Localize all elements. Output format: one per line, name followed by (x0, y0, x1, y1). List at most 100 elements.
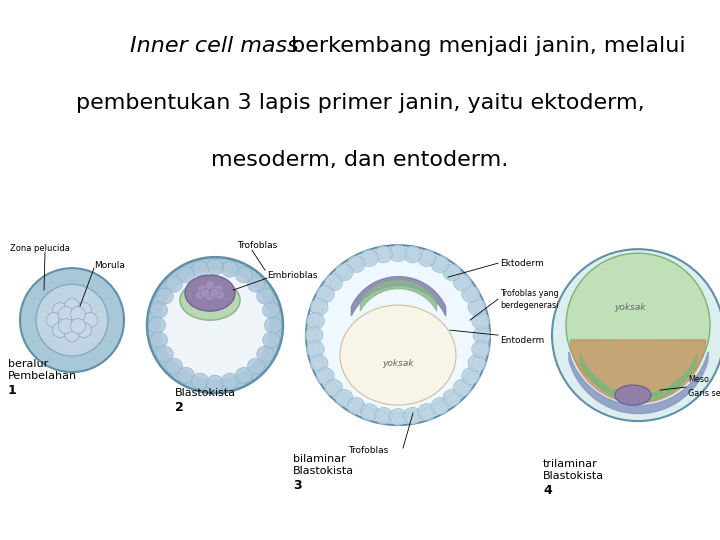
Ellipse shape (71, 313, 86, 328)
Ellipse shape (310, 299, 328, 315)
Ellipse shape (58, 313, 73, 328)
Ellipse shape (552, 249, 720, 421)
Ellipse shape (166, 358, 182, 374)
Ellipse shape (306, 245, 490, 425)
Ellipse shape (318, 257, 478, 413)
Ellipse shape (454, 274, 472, 291)
Ellipse shape (53, 322, 68, 338)
Ellipse shape (264, 317, 282, 333)
Ellipse shape (615, 385, 651, 405)
Text: berdegenerasi: berdegenerasi (500, 301, 559, 309)
Ellipse shape (257, 288, 274, 304)
Text: mesoderm, dan entoderm.: mesoderm, dan entoderm. (212, 150, 508, 170)
Ellipse shape (340, 305, 456, 405)
Ellipse shape (47, 313, 61, 328)
Text: Morula: Morula (94, 261, 125, 269)
Ellipse shape (53, 302, 68, 318)
Ellipse shape (20, 268, 124, 372)
Ellipse shape (473, 327, 491, 343)
Ellipse shape (65, 313, 79, 328)
Ellipse shape (71, 319, 86, 334)
Ellipse shape (462, 368, 480, 384)
Ellipse shape (76, 302, 91, 318)
Ellipse shape (36, 284, 108, 356)
Ellipse shape (404, 246, 422, 263)
Ellipse shape (418, 249, 436, 267)
Ellipse shape (325, 274, 343, 291)
Ellipse shape (472, 312, 490, 329)
Ellipse shape (180, 280, 240, 320)
Ellipse shape (147, 257, 283, 393)
Ellipse shape (205, 281, 215, 289)
Ellipse shape (178, 367, 194, 383)
Ellipse shape (150, 302, 168, 318)
Ellipse shape (65, 327, 79, 342)
Text: Inner cell mass: Inner cell mass (130, 36, 298, 56)
Text: berkembang menjadi janin, melalui: berkembang menjadi janin, melalui (284, 36, 686, 56)
Ellipse shape (306, 312, 324, 329)
Ellipse shape (156, 288, 174, 304)
Text: trilaminar: trilaminar (543, 459, 598, 469)
Text: 4: 4 (543, 483, 552, 496)
Text: 1: 1 (8, 383, 17, 396)
Ellipse shape (213, 285, 223, 294)
Ellipse shape (210, 289, 220, 298)
Ellipse shape (185, 275, 235, 311)
Ellipse shape (263, 332, 279, 348)
Ellipse shape (222, 261, 238, 277)
Ellipse shape (335, 264, 353, 281)
Ellipse shape (197, 285, 207, 294)
Text: yoksak: yoksak (382, 359, 414, 368)
Ellipse shape (404, 407, 422, 424)
Ellipse shape (150, 332, 168, 348)
Text: Pembelahan: Pembelahan (8, 371, 77, 381)
Text: 3: 3 (293, 478, 302, 491)
Ellipse shape (468, 355, 486, 372)
Text: Embrioblas: Embrioblas (267, 271, 318, 280)
Ellipse shape (178, 267, 194, 283)
Ellipse shape (472, 341, 490, 358)
Ellipse shape (263, 302, 279, 318)
Ellipse shape (156, 346, 174, 362)
Text: Trofoblas: Trofoblas (237, 241, 277, 249)
Text: Trofoblas: Trofoblas (348, 446, 388, 455)
Polygon shape (570, 340, 706, 403)
Ellipse shape (443, 389, 461, 407)
Text: yoksak: yoksak (614, 302, 646, 312)
Ellipse shape (374, 407, 392, 424)
Ellipse shape (462, 286, 480, 302)
Ellipse shape (443, 264, 461, 281)
Ellipse shape (215, 291, 225, 300)
Ellipse shape (347, 255, 365, 273)
Text: Zona pelucida: Zona pelucida (10, 244, 70, 253)
Ellipse shape (195, 291, 205, 300)
Ellipse shape (316, 286, 334, 302)
Ellipse shape (335, 389, 353, 407)
Text: Meso: Meso (688, 375, 709, 383)
Text: 2: 2 (175, 401, 184, 414)
Ellipse shape (235, 267, 253, 283)
Text: Trofoblas yang: Trofoblas yang (500, 289, 559, 298)
Ellipse shape (160, 270, 270, 380)
Ellipse shape (316, 368, 334, 384)
Ellipse shape (200, 289, 210, 298)
Ellipse shape (248, 276, 264, 292)
Ellipse shape (360, 249, 378, 267)
Ellipse shape (235, 367, 253, 383)
Ellipse shape (148, 317, 166, 333)
Ellipse shape (207, 259, 223, 275)
Ellipse shape (192, 373, 209, 389)
Ellipse shape (222, 373, 238, 389)
Ellipse shape (248, 358, 264, 374)
Text: Blastokista: Blastokista (175, 388, 236, 398)
Ellipse shape (205, 292, 215, 301)
Ellipse shape (58, 307, 73, 322)
Text: Blastokista: Blastokista (293, 466, 354, 476)
Ellipse shape (389, 409, 407, 426)
Text: Blastokista: Blastokista (543, 471, 604, 481)
Ellipse shape (360, 403, 378, 421)
Text: pembentukan 3 lapis primer janin, yaitu ektoderm,: pembentukan 3 lapis primer janin, yaitu … (76, 93, 644, 113)
Ellipse shape (389, 245, 407, 262)
Ellipse shape (207, 375, 223, 391)
Ellipse shape (310, 355, 328, 372)
